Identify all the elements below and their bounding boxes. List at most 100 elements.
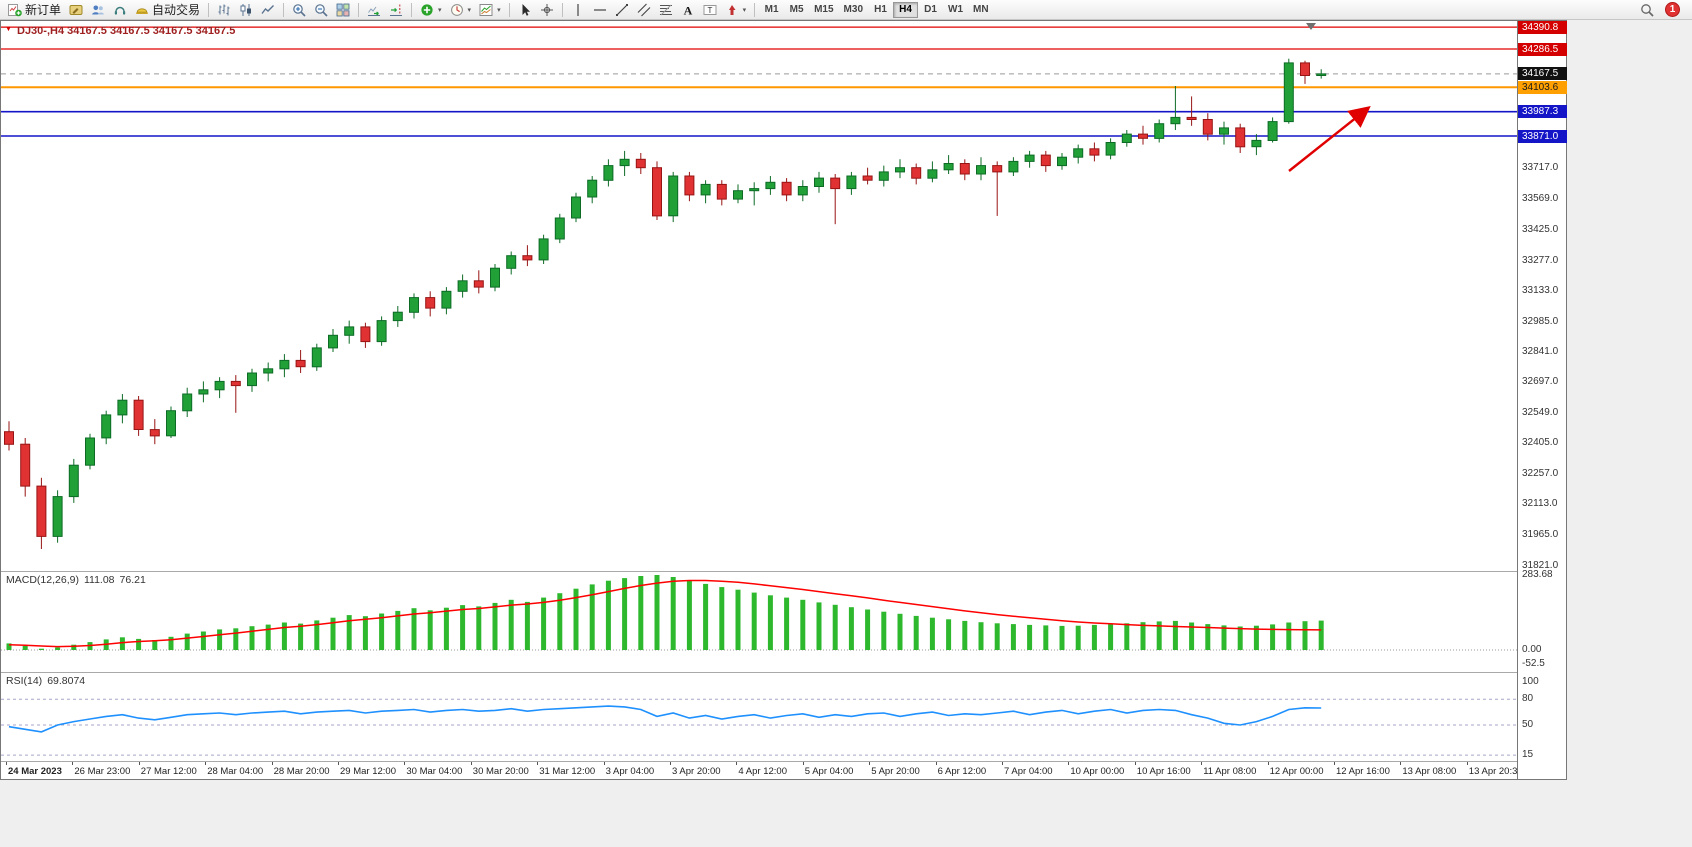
timeframe-w1-button[interactable]: W1 <box>943 2 968 18</box>
vline-icon <box>576 3 579 16</box>
periods-button[interactable]: ▾ <box>446 1 476 19</box>
toolbar-separator <box>508 2 510 17</box>
time-label: 30 Mar 04:00 <box>406 766 463 777</box>
channel-icon <box>637 3 650 16</box>
rsi-label: RSI(14) 69.8074 <box>6 675 90 687</box>
new-order-button[interactable]: 新订单 <box>4 1 65 19</box>
toolbar-separator <box>411 2 413 17</box>
price-tag: 33871.0 <box>1518 129 1567 143</box>
zoom-in-button[interactable] <box>288 1 310 19</box>
macd-axis-label: -52.5 <box>1522 657 1545 669</box>
text-button[interactable]: A <box>677 1 699 19</box>
arrows-button[interactable]: ▾ <box>721 1 751 19</box>
text-label-button[interactable]: T <box>699 1 721 19</box>
hline-icon <box>593 8 606 11</box>
timeframe-d1-button[interactable]: D1 <box>918 2 943 18</box>
pane-separator[interactable] <box>1 571 1517 572</box>
macd-axis-label: 283.68 <box>1522 569 1553 580</box>
chevron-down-icon: ▾ <box>438 6 442 14</box>
auto-scroll-button[interactable] <box>363 1 385 19</box>
chevron-down-icon: ▾ <box>742 6 747 14</box>
autotrading-button[interactable]: 自动交易 <box>131 1 204 19</box>
cursor-button[interactable] <box>514 1 536 19</box>
time-label: 29 Mar 12:00 <box>340 766 396 777</box>
time-label: 13 Apr 20:30 <box>1468 766 1523 777</box>
time-tick <box>72 762 74 765</box>
notification-badge[interactable]: 1 <box>1665 2 1680 17</box>
timeframe-mn-button[interactable]: MN <box>968 2 994 18</box>
timeframe-h1-button[interactable]: H1 <box>868 2 893 18</box>
chart-ohlc-title: DJ30-,H4 34167.5 34167.5 34167.5 34167.5 <box>17 25 236 37</box>
macd-label: MACD(12,26,9) 111.08 76.21 <box>6 574 151 586</box>
time-label: 11 Apr 08:00 <box>1203 766 1257 777</box>
price-tick: 33569.0 <box>1522 193 1559 205</box>
zoom-out-button[interactable] <box>310 1 332 19</box>
macd-pane-canvas[interactable] <box>1 572 1517 672</box>
time-tick <box>1002 762 1003 765</box>
rsi-name: RSI(14) <box>6 675 43 687</box>
time-tick <box>670 762 671 765</box>
price-tick: 32405.0 <box>1522 437 1559 449</box>
pane-separator[interactable] <box>1 672 1517 673</box>
chart-shift-button[interactable] <box>385 1 407 19</box>
channel-button[interactable] <box>633 1 655 19</box>
time-label: 7 Apr 04:00 <box>1004 766 1053 777</box>
main-chart-canvas[interactable] <box>1 21 1517 571</box>
indicators-button[interactable]: ▾ <box>416 1 446 19</box>
timeframe-m15-button[interactable]: M15 <box>809 2 838 18</box>
time-axis[interactable]: 24 Mar 2023 26 Mar 23:00 27 Mar 12:00 28 Ma… <box>1 762 1566 779</box>
tile-windows-button[interactable] <box>332 1 354 19</box>
search-button[interactable] <box>1636 1 1658 19</box>
time-tick <box>205 762 207 765</box>
time-label: 28 Mar 04:00 <box>207 766 264 777</box>
time-label: 3 Apr 20:00 <box>672 766 721 777</box>
vertical-line-button[interactable] <box>567 1 589 19</box>
macd-name: MACD(12,26,9) <box>6 574 79 586</box>
time-label: 31 Mar 12:00 <box>539 766 596 777</box>
chart-shift-icon <box>390 4 403 16</box>
price-tag: 34103.6 <box>1518 80 1567 94</box>
rsi-axis-label: 80 <box>1522 693 1534 705</box>
trendline-button[interactable] <box>611 1 633 19</box>
templates-button[interactable]: ▾ <box>475 1 505 19</box>
crosshair-button[interactable] <box>536 1 558 19</box>
trendline-icon <box>615 3 628 16</box>
rsi-pane-canvas[interactable] <box>1 673 1517 761</box>
timeframe-m5-button[interactable]: M5 <box>784 2 809 18</box>
time-label: 27 Mar 12:00 <box>140 766 197 777</box>
support-button[interactable] <box>109 1 131 19</box>
pane-separator[interactable] <box>1 761 1517 762</box>
line-chart-button[interactable] <box>257 1 279 19</box>
time-tick <box>935 762 937 765</box>
zoom-out-icon <box>315 3 328 17</box>
macd-value-signal: 76.21 <box>119 574 146 586</box>
chart-window: ▼ DJ30-,H4 34167.5 34167.5 34167.5 34167… <box>0 20 1567 780</box>
community-button[interactable] <box>87 1 109 19</box>
price-tag: 34167.5 <box>1518 67 1567 81</box>
fibonacci-button[interactable] <box>655 1 677 19</box>
linechart-icon <box>261 4 275 14</box>
timeframe-m30-button[interactable]: M30 <box>839 2 868 18</box>
rsi-axis-label: 15 <box>1522 749 1534 761</box>
bar-chart-button[interactable] <box>213 1 235 19</box>
time-label: 3 Apr 04:00 <box>605 766 655 777</box>
timeframe-h4-button[interactable]: H4 <box>893 1 918 18</box>
metaeditor-button[interactable] <box>65 1 87 19</box>
time-tick <box>1334 762 1335 765</box>
timeframe-m1-button[interactable]: M1 <box>759 2 784 18</box>
svg-text:A: A <box>683 3 692 17</box>
support-icon <box>114 6 126 15</box>
candles-icon <box>240 3 252 16</box>
svg-text:T: T <box>707 5 712 14</box>
time-tick <box>1068 762 1070 765</box>
timeframe-group: M1 M5 M15 M30 H1 H4 D1 W1 MN <box>759 1 994 18</box>
time-label: 26 Mar 23:00 <box>74 766 131 777</box>
time-label: 12 Apr 00:00 <box>1269 766 1324 777</box>
time-tick <box>1201 762 1203 765</box>
price-scale[interactable]: 33717.0 33569.0 33425.0 33277.0 33133.0 32985… <box>1517 20 1567 779</box>
candlestick-chart-button[interactable] <box>235 1 257 19</box>
time-tick <box>271 762 273 765</box>
horizontal-line-button[interactable] <box>589 1 611 19</box>
toolbar-button-label: 自动交易 <box>152 2 201 17</box>
price-tick: 32985.0 <box>1522 315 1559 327</box>
